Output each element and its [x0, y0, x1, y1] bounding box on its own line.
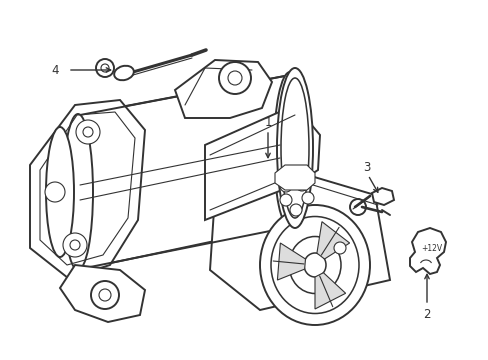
- Circle shape: [295, 179, 307, 191]
- Ellipse shape: [46, 127, 74, 257]
- Polygon shape: [314, 273, 345, 309]
- Polygon shape: [175, 60, 271, 118]
- Polygon shape: [316, 222, 349, 259]
- Ellipse shape: [281, 78, 308, 218]
- Polygon shape: [274, 165, 314, 190]
- Circle shape: [83, 127, 93, 137]
- Circle shape: [99, 289, 111, 301]
- Circle shape: [280, 180, 291, 192]
- Circle shape: [280, 194, 291, 206]
- Ellipse shape: [304, 253, 325, 277]
- Text: 3: 3: [363, 161, 370, 174]
- Circle shape: [45, 182, 65, 202]
- Circle shape: [70, 240, 80, 250]
- Polygon shape: [30, 100, 145, 278]
- Circle shape: [219, 62, 250, 94]
- Text: 4: 4: [51, 63, 59, 77]
- Circle shape: [63, 233, 87, 257]
- Circle shape: [333, 242, 346, 254]
- Polygon shape: [204, 105, 319, 220]
- Polygon shape: [209, 155, 389, 310]
- Circle shape: [227, 71, 242, 85]
- Circle shape: [349, 199, 365, 215]
- Circle shape: [302, 192, 313, 204]
- Ellipse shape: [276, 68, 312, 228]
- Polygon shape: [409, 228, 445, 274]
- Circle shape: [76, 120, 100, 144]
- Ellipse shape: [270, 216, 358, 314]
- Polygon shape: [60, 265, 145, 322]
- Text: 2: 2: [423, 307, 430, 320]
- Text: +12V: +12V: [421, 243, 442, 252]
- Ellipse shape: [63, 114, 93, 270]
- Polygon shape: [78, 75, 289, 270]
- Text: 1: 1: [264, 116, 271, 129]
- Ellipse shape: [260, 205, 369, 325]
- Ellipse shape: [288, 237, 340, 293]
- Circle shape: [101, 64, 109, 72]
- Ellipse shape: [114, 66, 134, 80]
- Circle shape: [96, 59, 114, 77]
- Ellipse shape: [273, 72, 305, 228]
- Polygon shape: [277, 243, 305, 280]
- Polygon shape: [371, 188, 393, 205]
- Circle shape: [289, 204, 302, 216]
- Circle shape: [91, 281, 119, 309]
